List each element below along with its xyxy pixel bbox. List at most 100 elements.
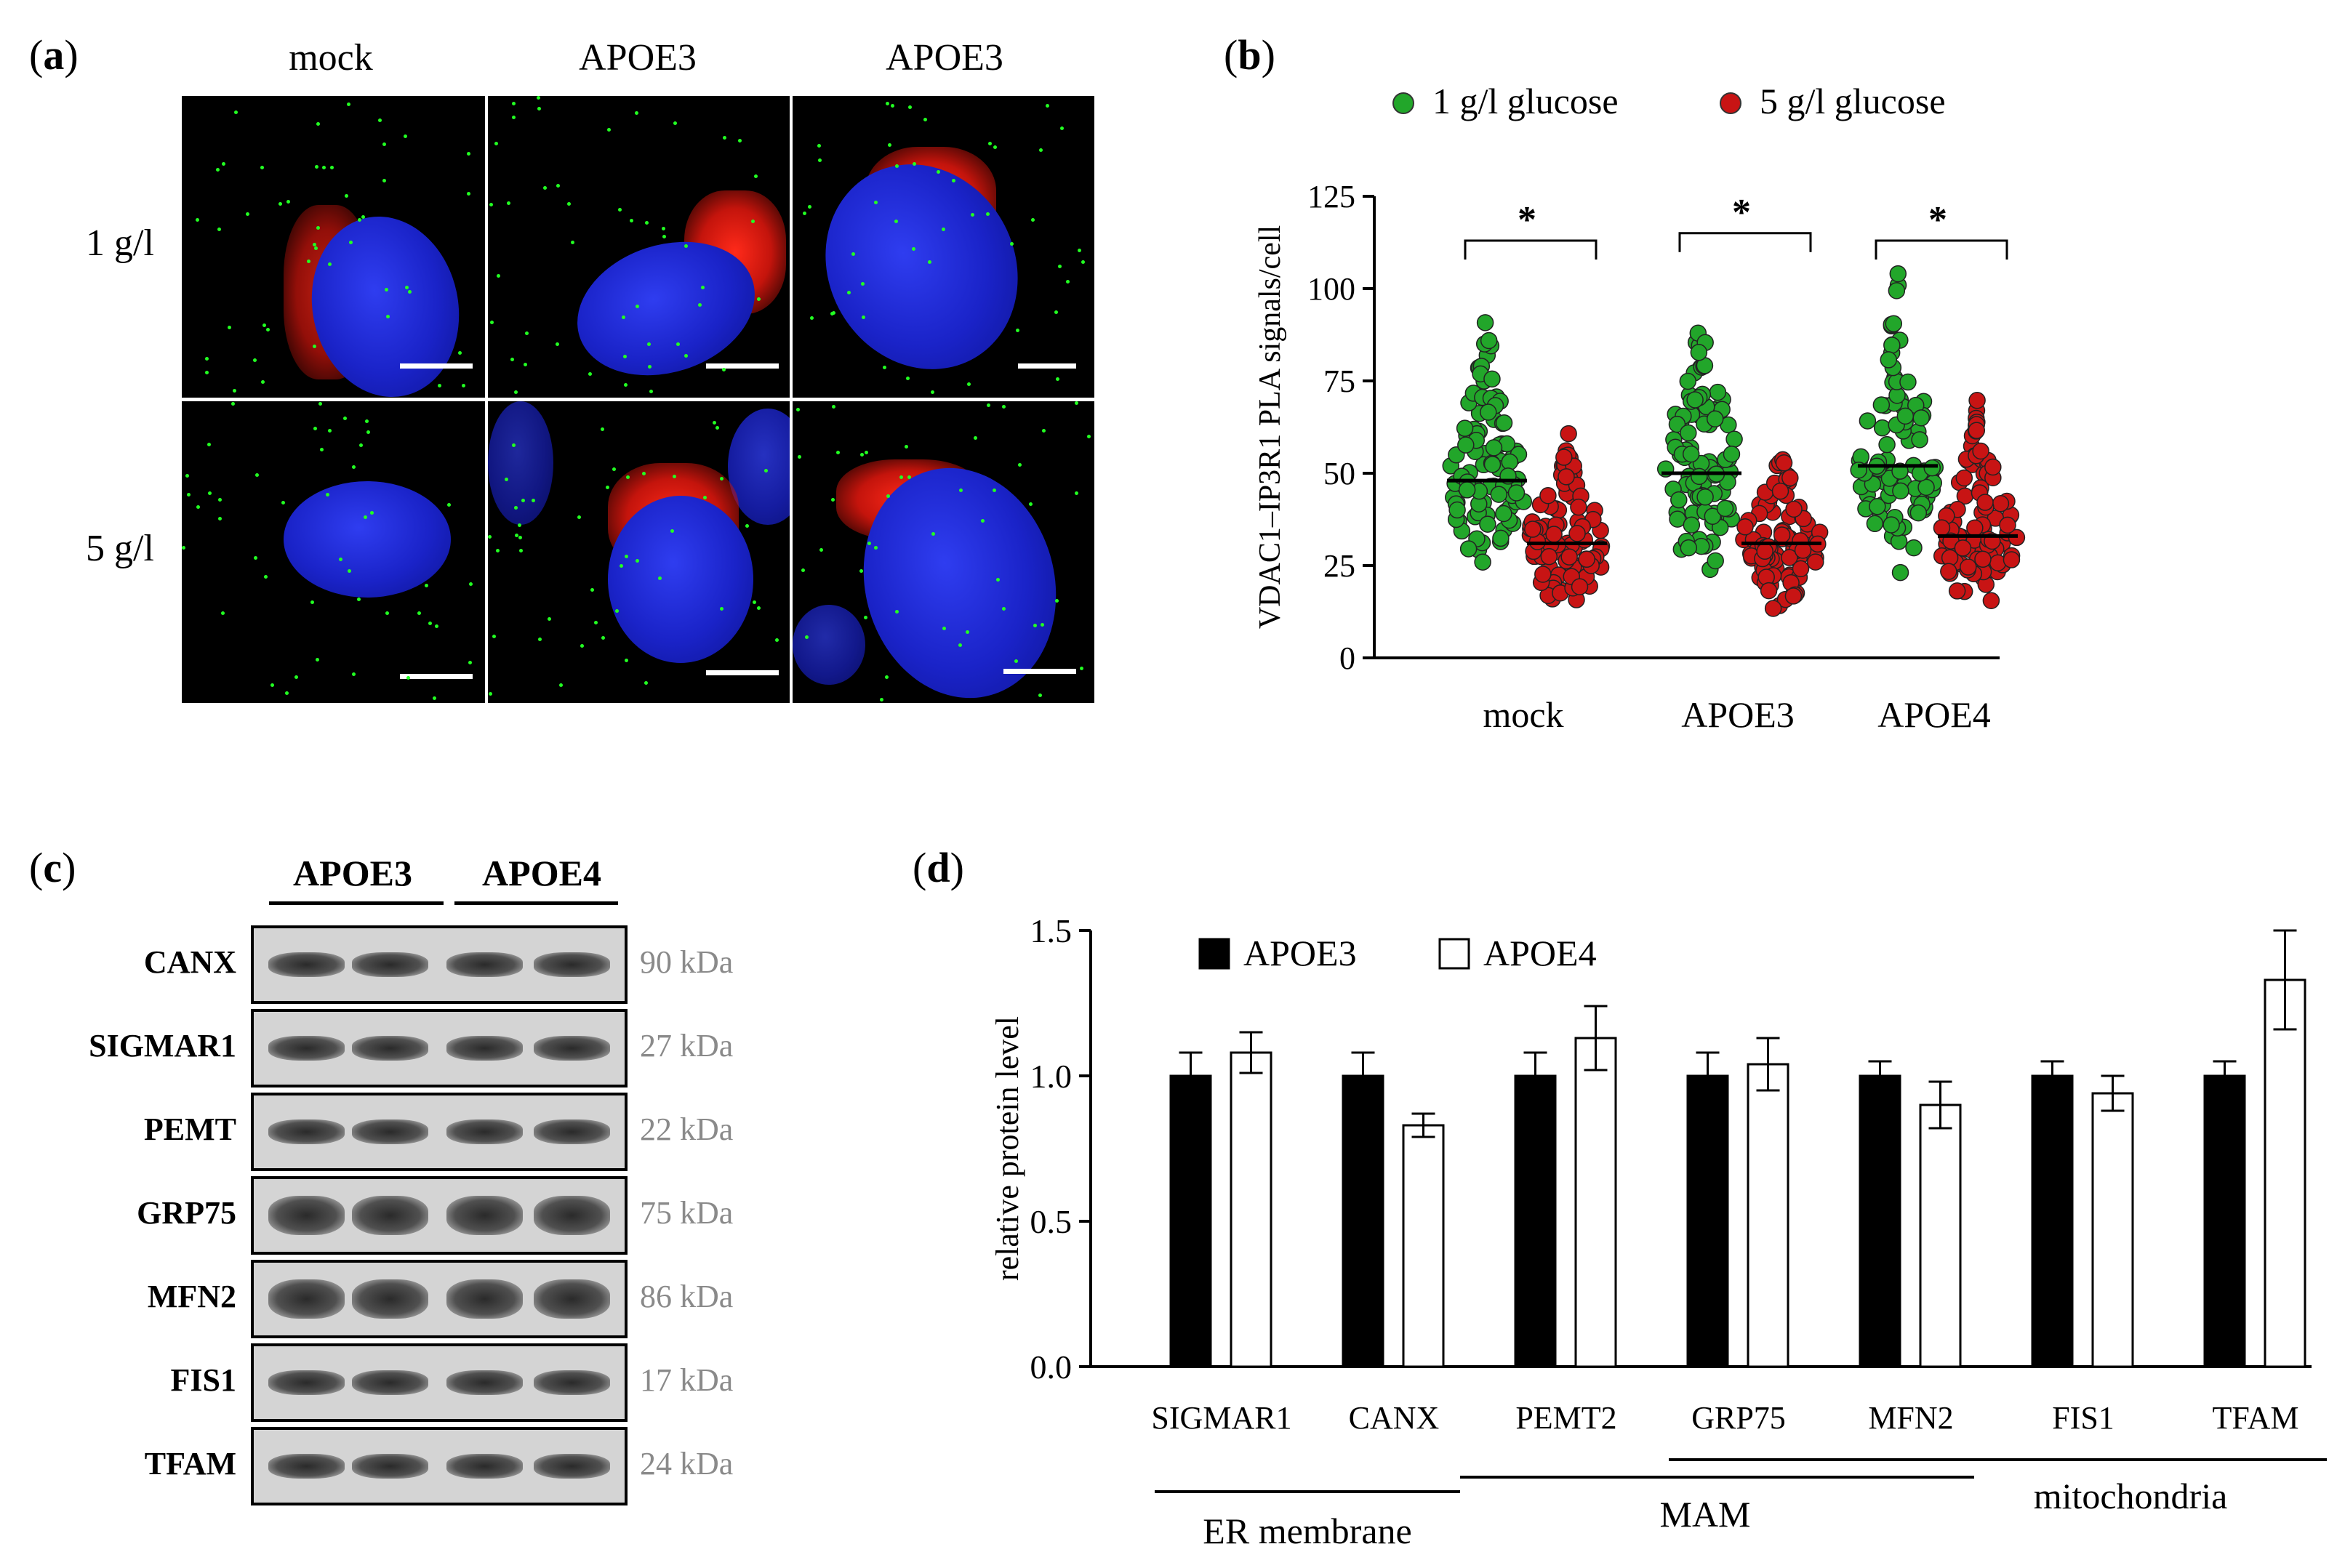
pla-dot — [347, 102, 350, 106]
y-tick-label: 0 — [1339, 640, 1355, 676]
data-point — [1495, 414, 1513, 432]
pla-dot — [937, 170, 940, 174]
pla-dot — [684, 244, 688, 248]
data-point — [1933, 519, 1951, 536]
pla-dot — [891, 104, 894, 108]
micrograph-mock-1gl — [182, 96, 485, 398]
data-point — [1911, 431, 1928, 449]
compartment-label-mam: MAM — [1659, 1494, 1750, 1535]
data-point — [1909, 504, 1928, 522]
data-point — [1960, 558, 1977, 576]
pla-dot — [1014, 659, 1018, 663]
pla-dot — [182, 546, 185, 550]
pla-dot — [1087, 435, 1091, 438]
pla-dot — [185, 474, 189, 478]
pla-dot — [601, 636, 605, 640]
data-point — [1760, 582, 1778, 600]
data-point — [1568, 525, 1586, 542]
significance-star: * — [1928, 199, 1947, 241]
pla-dot — [810, 316, 814, 320]
pla-dot — [907, 475, 911, 479]
micrograph-apoe3-5gl — [488, 401, 790, 703]
x-tick-label: APOE4 — [1877, 694, 1991, 735]
data-point — [1982, 592, 2000, 609]
pla-dot — [764, 469, 768, 473]
pla-dot — [385, 611, 389, 615]
blot-label-grp75: GRP75 — [137, 1195, 236, 1231]
pla-dot — [525, 331, 529, 335]
pla-dot — [966, 630, 969, 634]
pla-dot — [548, 617, 551, 621]
pla-dot — [796, 408, 800, 411]
blot-band — [534, 1036, 610, 1061]
pla-dot — [996, 578, 1000, 582]
data-point — [1784, 587, 1803, 605]
data-point — [1781, 469, 1799, 487]
pla-dot — [625, 659, 628, 662]
blot-kda-mfn2: 86 kDa — [640, 1279, 734, 1314]
x-tick-label: APOE3 — [1681, 694, 1795, 735]
pla-dot — [358, 218, 361, 222]
pla-dot — [987, 403, 990, 407]
pla-dot — [488, 535, 492, 539]
pla-dot — [425, 584, 428, 587]
legend-marker-1 — [1392, 92, 1414, 114]
blot-group-line-apoe4 — [454, 901, 618, 905]
bar — [1230, 1051, 1272, 1368]
pla-dot — [205, 371, 209, 374]
blot-group-apoe3: APOE3 — [293, 853, 412, 893]
pla-dot — [867, 542, 871, 545]
pla-dot — [865, 451, 868, 454]
pla-dot — [361, 215, 365, 219]
blot-fis1 — [251, 1343, 628, 1422]
pla-dot — [1029, 502, 1033, 506]
pla-dot — [326, 493, 329, 496]
pla-dot — [417, 611, 421, 615]
pla-dot — [738, 139, 742, 142]
pla-dot — [512, 443, 516, 447]
pla-dot — [1078, 249, 1081, 252]
pla-dot — [883, 366, 886, 369]
pla-dot — [673, 475, 676, 478]
pla-dot — [864, 616, 867, 619]
data-point — [1706, 410, 1724, 427]
data-point — [1880, 351, 1898, 369]
data-point — [1869, 498, 1886, 515]
bar — [2264, 978, 2306, 1368]
blot-label-canx: CANX — [143, 944, 236, 980]
data-point — [1679, 372, 1697, 390]
pla-dot — [908, 105, 912, 109]
data-point — [1458, 481, 1476, 499]
significance-bracket — [1678, 232, 1812, 252]
pla-dot — [952, 179, 955, 182]
pla-dot — [622, 315, 625, 319]
pla-dot — [365, 419, 369, 423]
pla-dot — [510, 358, 514, 361]
pla-dot — [577, 515, 581, 519]
pla-dot — [382, 142, 386, 146]
blot-kda-canx: 90 kDa — [640, 944, 734, 980]
pla-dot — [931, 390, 934, 394]
pla-dot — [315, 165, 318, 169]
pla-dot — [322, 166, 326, 169]
pla-dot — [808, 205, 811, 209]
pla-dot — [745, 524, 749, 528]
blot-label-pemt: PEMT — [143, 1111, 236, 1147]
data-point — [1459, 540, 1478, 558]
pla-dot — [757, 606, 761, 610]
pla-dot — [348, 569, 351, 573]
pla-dot — [330, 166, 334, 169]
pla-dot — [720, 607, 723, 611]
data-point — [1723, 445, 1741, 463]
pla-dot — [366, 430, 370, 434]
data-point — [1709, 383, 1727, 401]
data-point — [1490, 486, 1508, 503]
data-point — [1555, 449, 1573, 466]
data-point — [1507, 484, 1526, 502]
panel-d-chart: 0.0 0.5 1.0 1.5 relative protein level APOE3 A… — [990, 912, 2327, 1551]
pla-dot — [606, 486, 609, 489]
data-point — [1940, 563, 1957, 580]
blot-label-sigmar1: SIGMAR1 — [89, 1028, 236, 1064]
x-tick-label: TFAM — [2213, 1400, 2299, 1436]
pla-dot — [607, 128, 611, 132]
